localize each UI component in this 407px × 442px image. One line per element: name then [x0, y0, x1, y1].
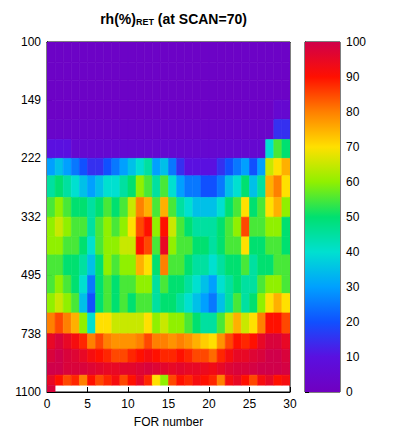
- svg-text:495: 495: [21, 268, 41, 282]
- svg-text:20: 20: [202, 397, 216, 411]
- svg-text:15: 15: [162, 397, 176, 411]
- svg-text:10: 10: [346, 350, 360, 364]
- svg-text:0: 0: [346, 385, 353, 399]
- svg-text:738: 738: [21, 327, 41, 341]
- svg-text:50: 50: [346, 210, 360, 224]
- svg-text:222: 222: [21, 151, 41, 165]
- svg-text:30: 30: [283, 397, 297, 411]
- svg-text:100: 100: [346, 35, 366, 49]
- svg-text:25: 25: [243, 397, 257, 411]
- svg-text:100: 100: [21, 35, 41, 49]
- svg-text:80: 80: [346, 105, 360, 119]
- svg-text:0: 0: [44, 397, 51, 411]
- svg-text:10: 10: [121, 397, 135, 411]
- svg-text:332: 332: [21, 210, 41, 224]
- svg-text:RET: RET: [136, 17, 155, 27]
- svg-text:FOR number: FOR number: [134, 415, 203, 429]
- svg-text:149: 149: [21, 93, 41, 107]
- svg-text:rh(%): rh(%): [100, 11, 136, 27]
- svg-text:30: 30: [346, 280, 360, 294]
- svg-text:70: 70: [346, 140, 360, 154]
- svg-text:60: 60: [346, 175, 360, 189]
- svg-text:20: 20: [346, 315, 360, 329]
- svg-text:(at SCAN=70): (at SCAN=70): [154, 11, 247, 27]
- svg-text:1100: 1100: [15, 385, 41, 399]
- svg-text:5: 5: [84, 397, 91, 411]
- svg-text:40: 40: [346, 245, 360, 259]
- svg-text:90: 90: [346, 70, 360, 84]
